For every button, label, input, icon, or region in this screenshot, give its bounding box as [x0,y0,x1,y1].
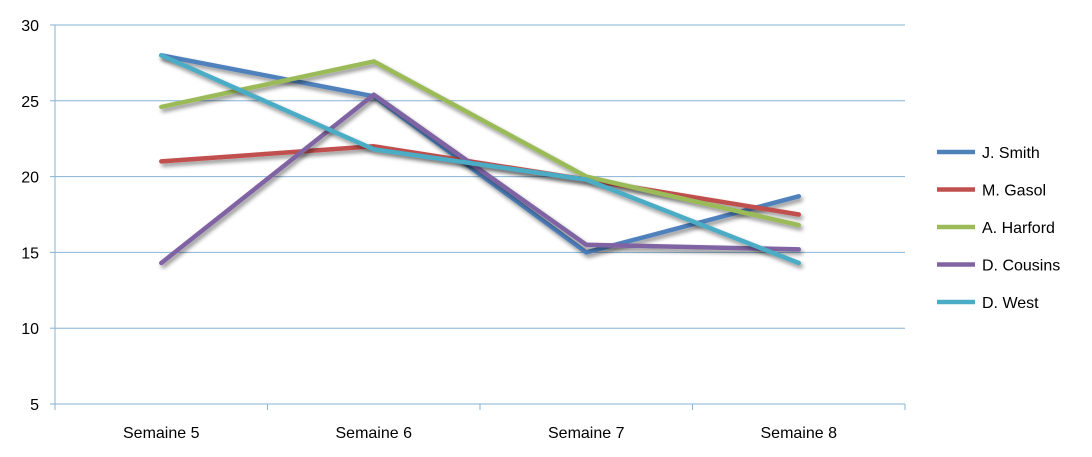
series-line-j-smith [159,53,802,255]
x-tick-label: Semaine 7 [548,425,625,442]
legend: J. Smith M. Gasol A. Harford D. Cousins D. W… [937,145,1060,312]
y-tick-label: 5 [30,397,39,414]
y-tick-label: 10 [21,321,39,338]
y-tick-label: 30 [21,18,39,35]
series-line-a-harford [159,59,802,228]
x-tick-label: Semaine 6 [336,425,413,442]
legend-label: D. Cousins [982,258,1060,275]
series-line-d-cousins [159,92,802,266]
legend-label: M. Gasol [982,183,1046,200]
y-tick-label: 25 [21,94,39,111]
y-tick-label: 20 [21,170,39,187]
axes: 5 10 15 20 25 30 Semaine 5 Semaine 6 Semaine 7 Se… [21,18,906,442]
x-tick-label: Semaine 8 [761,425,838,442]
legend-label: D. West [982,295,1039,312]
x-tick-label: Semaine 5 [123,425,200,442]
y-tick-label: 15 [21,245,39,262]
series-lines [159,53,802,266]
legend-label: A. Harford [982,220,1055,237]
series-line-d-west [159,53,802,266]
legend-label: J. Smith [982,145,1040,162]
